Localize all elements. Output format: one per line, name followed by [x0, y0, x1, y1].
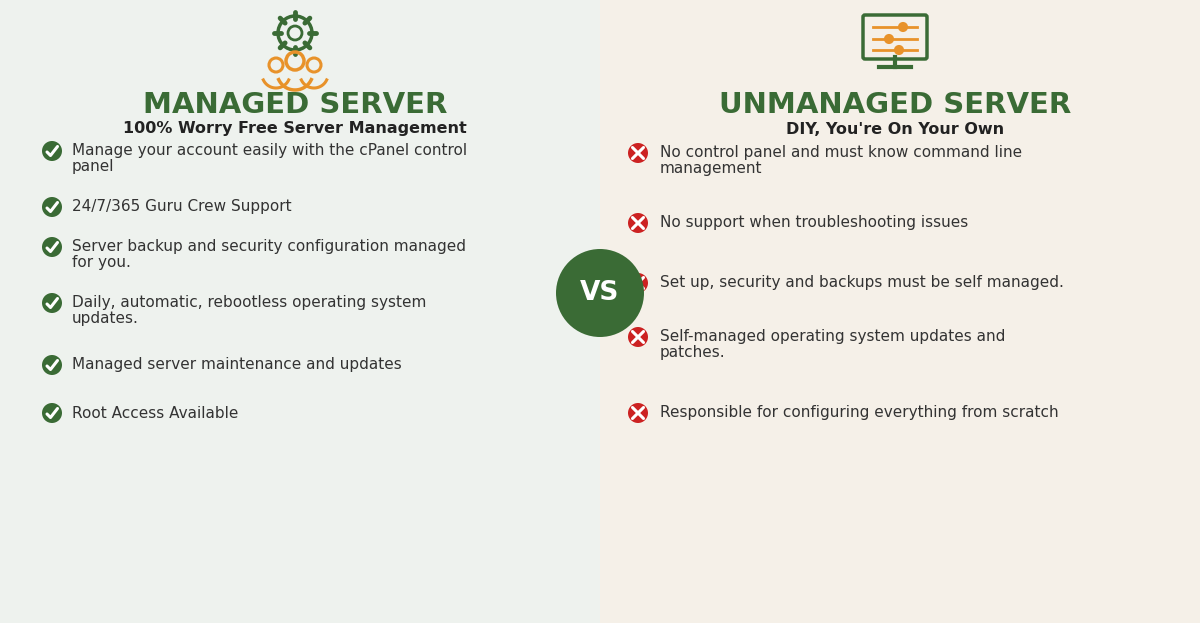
Text: Self-managed operating system updates and: Self-managed operating system updates an… [660, 330, 1006, 345]
Text: MANAGED SERVER: MANAGED SERVER [143, 91, 448, 119]
Text: UNMANAGED SERVER: UNMANAGED SERVER [719, 91, 1072, 119]
FancyBboxPatch shape [0, 0, 600, 623]
Circle shape [42, 197, 62, 217]
Circle shape [628, 273, 648, 293]
Text: 24/7/365 Guru Crew Support: 24/7/365 Guru Crew Support [72, 199, 292, 214]
Text: Responsible for configuring everything from scratch: Responsible for configuring everything f… [660, 406, 1058, 421]
Text: VS: VS [581, 280, 619, 306]
Circle shape [42, 237, 62, 257]
Circle shape [628, 213, 648, 233]
Text: management: management [660, 161, 762, 176]
Circle shape [42, 141, 62, 161]
Text: Root Access Available: Root Access Available [72, 406, 239, 421]
Text: Manage your account easily with the cPanel control: Manage your account easily with the cPan… [72, 143, 467, 158]
Text: for you.: for you. [72, 255, 131, 270]
Text: panel: panel [72, 159, 114, 174]
Text: 100% Worry Free Server Management: 100% Worry Free Server Management [124, 121, 467, 136]
Circle shape [628, 403, 648, 423]
Text: Server backup and security configuration managed: Server backup and security configuration… [72, 239, 466, 255]
Text: DIY, You're On Your Own: DIY, You're On Your Own [786, 121, 1004, 136]
Text: patches.: patches. [660, 346, 726, 361]
Circle shape [628, 143, 648, 163]
Circle shape [899, 23, 907, 31]
Circle shape [42, 355, 62, 375]
Text: Set up, security and backups must be self managed.: Set up, security and backups must be sel… [660, 275, 1064, 290]
Circle shape [42, 403, 62, 423]
Circle shape [42, 293, 62, 313]
Circle shape [895, 46, 904, 54]
Text: updates.: updates. [72, 312, 139, 326]
Text: No control panel and must know command line: No control panel and must know command l… [660, 146, 1022, 161]
Text: No support when troubleshooting issues: No support when troubleshooting issues [660, 216, 968, 231]
Circle shape [886, 35, 893, 43]
Text: Daily, automatic, rebootless operating system: Daily, automatic, rebootless operating s… [72, 295, 426, 310]
FancyBboxPatch shape [600, 0, 1200, 623]
Circle shape [628, 327, 648, 347]
Circle shape [556, 249, 644, 337]
Text: Managed server maintenance and updates: Managed server maintenance and updates [72, 358, 402, 373]
